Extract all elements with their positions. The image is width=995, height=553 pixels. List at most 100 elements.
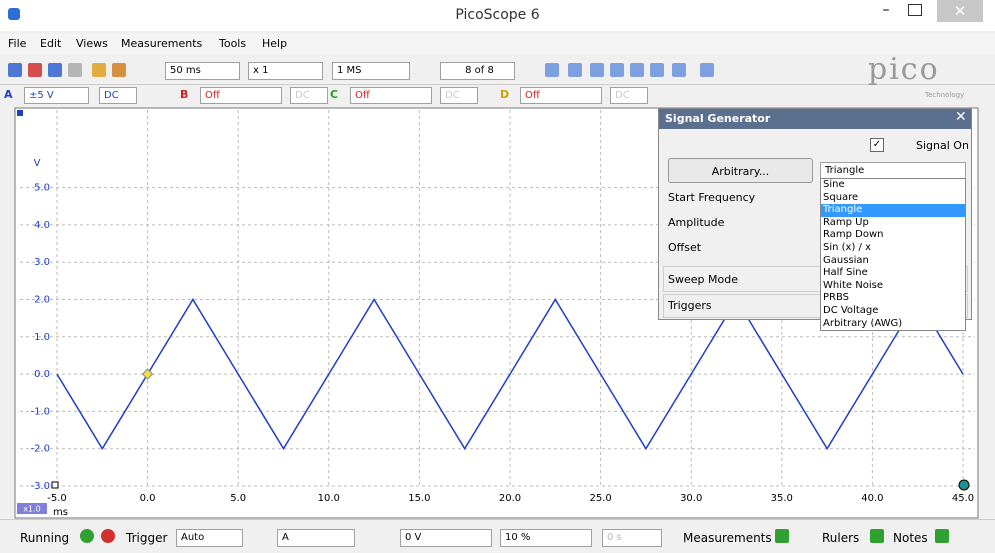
y-tick-label: 3.0 [34,257,50,268]
minimize-button[interactable]: – [882,2,890,18]
run-button[interactable] [80,529,94,543]
channel-coupling[interactable]: DC [99,87,137,104]
y-tick-label: 1.0 [34,332,50,343]
toolbar-icon[interactable] [590,63,604,77]
arbitrary-button[interactable]: Arbitrary... [668,158,813,183]
channel-range[interactable]: Off [200,87,282,104]
channel-coupling[interactable]: DC [440,87,478,104]
trigger-mode[interactable]: Auto [176,529,243,547]
ruler-handle [958,479,970,491]
toolbar-icon[interactable] [545,63,559,77]
toolbar-icon[interactable] [672,63,686,77]
rulers-label: Rulers [822,531,860,545]
toolbar-icon[interactable] [610,63,624,77]
signal-on-check[interactable]: ✓ [870,138,884,152]
section-label[interactable]: Triggers [668,299,712,312]
x-tick-label: 25.0 [589,493,611,504]
buffer-box[interactable]: 8 of 8 [440,62,515,80]
y-tick-label: 5.0 [34,183,50,194]
section-divider [663,266,968,292]
panel-header [659,109,971,129]
channel-name[interactable]: D [500,88,510,101]
dropdown-option[interactable]: PRBS [823,292,850,304]
x-tick-label: 20.0 [499,493,521,504]
x-axis-label: ms [53,507,68,518]
dropdown-option[interactable]: Square [823,191,859,203]
measurements-label: Measurements [683,531,772,545]
toolbar-icon[interactable] [8,63,22,77]
toolbar-icon[interactable] [92,63,106,77]
channel-name[interactable]: A [4,88,13,101]
window-title: PicoScope 6 [455,7,540,23]
maximize-button[interactable] [908,4,922,16]
panel-close[interactable]: ✕ [955,109,967,125]
dropdown-option[interactable]: Half Sine [823,267,868,279]
ruler-handle [51,481,59,489]
channel-coupling[interactable]: DC [290,87,328,104]
rulers-icon[interactable] [870,529,884,543]
field-label: Amplitude [668,216,725,229]
section-divider [663,294,968,318]
menu-bar [0,34,995,54]
dropdown-option[interactable]: Sine [823,179,845,190]
delay-box[interactable]: 0 s [602,529,662,547]
pre-trigger-box[interactable]: 10 % [500,529,592,547]
section-label[interactable]: Sweep Mode [668,273,738,286]
zoom-box[interactable]: x 1 [248,62,323,80]
menu-item[interactable]: File [8,37,27,50]
toolbar-icon[interactable] [700,63,714,77]
channel-name[interactable]: B [180,88,189,101]
y-tick-label: -2.0 [30,444,50,455]
toolbar-icon[interactable] [630,63,644,77]
dropdown-option[interactable]: Arbitrary (AWG) [823,317,903,329]
x-tick-label: 40.0 [861,493,883,504]
toolbar-icon[interactable] [68,63,82,77]
x-tick-label: 35.0 [771,493,793,504]
dropdown-option[interactable]: Sin (x) / x [823,242,872,253]
menu-item[interactable]: Help [262,37,288,50]
signal-on-label: Signal On [916,139,969,152]
channel-name[interactable]: C [330,88,339,101]
menu-item[interactable]: Edit [40,37,62,50]
channel-range[interactable]: ±5 V [24,87,89,104]
channel-coupling[interactable]: DC [610,87,648,104]
status-bar [0,519,995,553]
stop-button[interactable] [101,529,115,543]
timebase-box[interactable]: 50 ms [165,62,240,80]
zoom-label: x1.0 [23,505,40,514]
y-tick-label: 2.0 [34,295,50,306]
trigger-marker [141,368,154,380]
zoom-badge [17,503,47,514]
dropdown-option[interactable]: Ramp Down [823,229,884,241]
menu-item[interactable]: Measurements [121,37,203,50]
channel-range[interactable]: Off [520,87,602,104]
trigger-label: Trigger [126,531,168,545]
toolbar-icon[interactable] [568,63,582,77]
dropdown-option[interactable]: Gaussian [823,254,869,266]
toolbar-icon[interactable] [48,63,62,77]
x-tick-label: 5.0 [230,493,246,504]
y-tick-label: 0.0 [34,369,50,380]
close-button[interactable]: ✕ [937,0,983,22]
x-tick-label: 45.0 [952,493,974,504]
threshold-box[interactable]: 0 V [400,529,492,547]
dropdown-option[interactable]: DC Voltage [823,305,879,316]
trigger-channel[interactable]: A [277,529,355,547]
y-tick-label: -1.0 [30,406,50,417]
menu-item[interactable]: Tools [219,37,247,50]
toolbar-icon[interactable] [28,63,42,77]
channel-range[interactable]: Off [350,87,432,104]
menu-item[interactable]: Views [76,37,108,50]
toolbar-icon[interactable] [112,63,126,77]
notes-icon[interactable] [935,529,949,543]
dropdown-option[interactable]: Ramp Up [823,216,869,228]
waveform-select[interactable]: Triangle [820,162,966,179]
x-tick-label: -5.0 [47,493,67,504]
toolbar-icon[interactable] [650,63,664,77]
y-tick-label: -3.0 [30,481,50,492]
dropdown-option[interactable]: Triangle [821,204,965,217]
samples-box[interactable]: 1 MS [332,62,410,80]
add-measurement[interactable] [775,529,789,543]
dropdown-option[interactable]: White Noise [823,279,883,291]
